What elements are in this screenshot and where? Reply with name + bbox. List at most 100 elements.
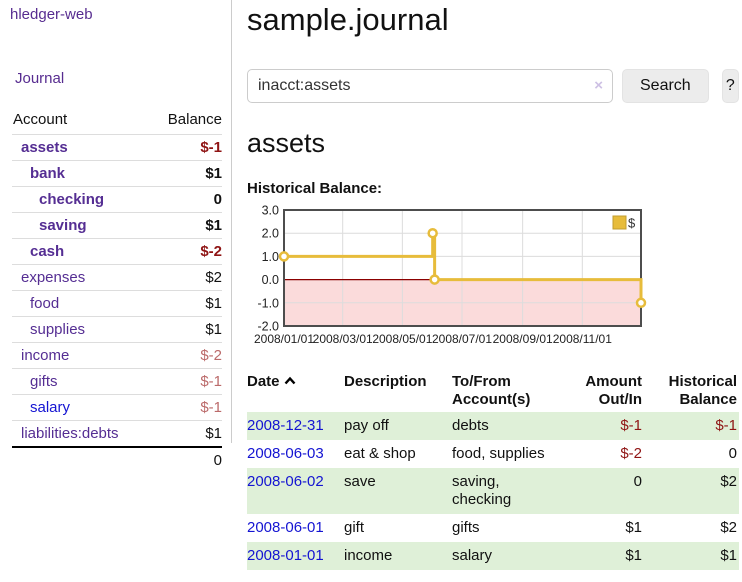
description-cell: save xyxy=(344,473,376,490)
amount-cell: $-2 xyxy=(620,445,642,462)
balance-column-header: Balance xyxy=(167,111,222,128)
sidebar-account-link[interactable]: liabilities:debts xyxy=(21,425,119,442)
data-point-marker xyxy=(635,297,647,309)
sidebar-account-link[interactable]: bank xyxy=(30,165,66,182)
description-column-header: Description xyxy=(344,373,427,390)
account-name-cell: checking xyxy=(12,186,151,213)
account-name-cell: liabilities:debts xyxy=(12,420,151,447)
sidebar-account-link[interactable]: assets xyxy=(21,139,68,156)
account-balance: $-1 xyxy=(150,134,222,161)
accounts-column-header-main: To/From Account(s) xyxy=(452,373,531,408)
account-name-cell: assets xyxy=(12,134,151,161)
plot-border xyxy=(283,209,642,327)
account-name-cell: food xyxy=(12,290,151,317)
sidebar-account-link[interactable]: cash xyxy=(30,243,65,260)
sort-ascending-icon xyxy=(284,376,295,385)
account-row: assets $-1 xyxy=(12,134,222,161)
sidebar-account-link[interactable]: salary xyxy=(30,399,71,416)
transaction-date-link[interactable]: 2008-06-02 xyxy=(247,473,324,490)
x-tick-label: 2008/03/01 xyxy=(313,332,373,346)
accounts-table-body: assets $-1 bank $1 checking 0 saving $1 cash $-2 e… xyxy=(12,134,222,447)
amount-cell: $1 xyxy=(625,547,642,564)
account-name-cell: salary xyxy=(12,394,151,421)
account-name-cell: saving xyxy=(12,212,151,239)
accounts-cell: gifts xyxy=(452,519,480,536)
account-heading: assets xyxy=(247,128,326,158)
accounts-cell: saving, checking xyxy=(452,473,512,508)
description-cell: gift xyxy=(344,519,365,536)
register-header-row: Date Description To/From Account(s) Amou… xyxy=(247,370,739,412)
date-cell: 2008-06-02 xyxy=(247,468,344,514)
date-cell: 2008-06-03 xyxy=(247,440,344,468)
sidebar-account-link[interactable]: saving xyxy=(39,217,87,234)
sidebar-account-link[interactable]: income xyxy=(21,347,70,364)
help-button[interactable]: ? xyxy=(721,69,739,103)
balance-cell: $2 xyxy=(720,473,737,490)
account-balance: $-2 xyxy=(150,342,222,369)
accounts-total-row: 0 xyxy=(12,446,222,473)
account-balance: $1 xyxy=(150,420,222,447)
y-tick-label: -2.0 xyxy=(257,320,279,334)
transaction-row: 2008-06-02 save saving, checking 0 $2 xyxy=(247,468,739,514)
account-balance: 0 xyxy=(150,186,222,213)
data-point-marker xyxy=(278,251,290,262)
account-balance: $1 xyxy=(150,212,222,239)
account-balance: $-2 xyxy=(150,238,222,265)
account-balance: $-1 xyxy=(150,368,222,395)
sidebar-account-link[interactable]: food xyxy=(30,295,60,312)
sidebar-account-link[interactable]: expenses xyxy=(21,269,86,286)
transaction-date-link[interactable]: 2008-06-03 xyxy=(247,445,324,462)
y-tick-label: 0.0 xyxy=(262,273,279,287)
register-table: Date Description To/From Account(s) Amou… xyxy=(247,370,739,570)
y-tick-label: 1.0 xyxy=(262,250,279,264)
transaction-date-link[interactable]: 2008-12-31 xyxy=(247,417,324,434)
account-name-cell: expenses xyxy=(12,264,151,291)
accounts-cell: debts xyxy=(452,417,489,434)
sidebar-account-link[interactable]: supplies xyxy=(30,321,86,338)
sidebar-account-link[interactable]: gifts xyxy=(30,373,58,390)
search-input[interactable] xyxy=(247,69,613,103)
account-row: liabilities:debts $1 xyxy=(12,420,222,447)
clear-search-icon[interactable]: × xyxy=(594,77,603,94)
sidebar: hledger-web Journal Account Balance asse… xyxy=(0,0,232,473)
account-name-cell: bank xyxy=(12,160,151,187)
account-row: supplies $1 xyxy=(12,316,222,343)
account-row: food $1 xyxy=(12,290,222,317)
amount-column-header: Amount Out/In xyxy=(585,373,642,408)
amount-cell: $1 xyxy=(625,519,642,536)
date-column-header[interactable]: Date xyxy=(247,370,344,412)
description-cell: income xyxy=(344,547,393,564)
sidebar-item-journal[interactable]: Journal xyxy=(15,70,65,87)
y-tick-label: -1.0 xyxy=(257,296,279,310)
sidebar-account-link[interactable]: checking xyxy=(39,191,105,208)
search-button[interactable]: Search xyxy=(622,69,709,103)
transaction-date-link[interactable]: 2008-01-01 xyxy=(247,547,324,564)
total-balance: 0 xyxy=(150,446,222,473)
description-cell: pay off xyxy=(344,417,389,434)
account-row: gifts $-1 xyxy=(12,368,222,395)
balance-column-header-main: Historical Balance xyxy=(668,373,737,408)
date-cell: 2008-01-01 xyxy=(247,542,344,570)
account-name-cell: supplies xyxy=(12,316,151,343)
data-point-marker xyxy=(429,274,440,285)
account-row: expenses $2 xyxy=(12,264,222,291)
date-cell: 2008-06-01 xyxy=(247,514,344,542)
transaction-date-link[interactable]: 2008-06-01 xyxy=(247,519,324,536)
amount-cell: $-1 xyxy=(620,417,642,434)
app-brand-link[interactable]: hledger-web xyxy=(10,6,93,23)
amount-cell: 0 xyxy=(633,473,642,490)
chart-title: Historical Balance: xyxy=(247,180,383,197)
account-balance: $-1 xyxy=(150,394,222,421)
account-balance: $1 xyxy=(150,316,222,343)
account-row: income $-2 xyxy=(12,342,222,369)
balance-cell: 0 xyxy=(728,445,737,462)
accounts-table: Account Balance assets $-1 bank $1 checking 0… xyxy=(12,108,222,473)
transaction-row: 2008-12-31 pay off debts $-1 $-1 xyxy=(247,412,739,440)
x-tick-label: 2008/09/01 xyxy=(493,332,553,346)
page-title: sample.journal xyxy=(247,2,449,37)
account-balance: $1 xyxy=(150,290,222,317)
accounts-column-header: Account xyxy=(13,111,68,128)
balance-cell: $1 xyxy=(720,547,737,564)
account-name-cell: cash xyxy=(12,238,151,265)
y-tick-label: 3.0 xyxy=(262,204,279,218)
